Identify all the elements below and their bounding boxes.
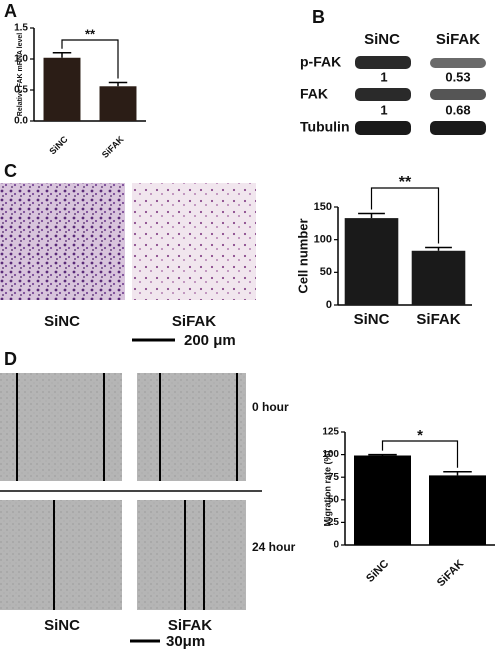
micrograph (0, 183, 125, 300)
blot-band (430, 121, 486, 135)
y-tick-label: 0 (326, 299, 332, 311)
micrograph (137, 500, 246, 610)
y-tick-label: 1.0 (14, 54, 28, 65)
lane-label: SiFAK (436, 31, 480, 48)
y-tick-label: 50 (320, 266, 332, 278)
y-tick-label: 150 (314, 201, 332, 213)
y-tick-label: 25 (328, 517, 340, 528)
lane-label: SiNC (364, 31, 400, 48)
significance-bracket (370, 187, 440, 244)
significance: * (417, 427, 423, 444)
micrograph (0, 500, 122, 610)
x-tick-label: SiNC (47, 134, 70, 157)
significance: ** (85, 26, 96, 41)
y-tick-label: 0.0 (14, 116, 28, 127)
y-tick-label: 1.5 (14, 23, 28, 34)
y-tick-label: 100 (322, 449, 339, 460)
y-tick-label: 100 (314, 234, 332, 246)
ratio: 1 (380, 69, 387, 84)
image-label: SiFAK (168, 617, 212, 634)
y-tick-label: 0 (333, 540, 339, 551)
x-tick-label: SiNC (364, 558, 391, 585)
ratio: 1 (380, 102, 387, 117)
micrograph (132, 183, 256, 300)
micrograph (0, 373, 122, 481)
y-tick-label: 125 (322, 427, 339, 438)
scale-label: 200 μm (184, 332, 236, 349)
bar (429, 475, 486, 545)
time-label: 24 hour (252, 540, 296, 554)
x-tick-label: SiNC (354, 311, 390, 328)
x-tick-label: SiFAK (416, 311, 460, 328)
significance-bracket (381, 440, 459, 468)
bar (411, 250, 466, 305)
bar (344, 218, 399, 305)
x-tick-label: SiFAK (100, 134, 126, 160)
blot-band (355, 121, 411, 135)
band-label: FAK (300, 86, 328, 102)
bar (99, 86, 137, 121)
panel-label: C (4, 161, 17, 181)
image-label: SiNC (44, 617, 80, 634)
y-axis-label: Relative FAK mRNA level (17, 33, 24, 116)
y-axis-label: Cell number (295, 218, 310, 293)
ratio: 0.68 (445, 102, 470, 117)
significance-bracket (61, 39, 119, 79)
y-axis-label: Migration rate (%) (322, 450, 332, 526)
scale-label: 30μm (166, 633, 205, 650)
y-tick-label: 75 (328, 472, 340, 483)
band-label: p-FAK (300, 54, 341, 70)
y-tick-label: 0.5 (14, 85, 28, 96)
image-label: SiFAK (172, 313, 216, 330)
bar (43, 57, 81, 121)
panel-label: D (4, 349, 17, 369)
blot-band (430, 58, 486, 68)
significance: ** (399, 174, 412, 191)
bar (354, 455, 411, 545)
time-label: 0 hour (252, 400, 289, 414)
blot-band (355, 56, 411, 69)
panel-label: A (4, 1, 17, 21)
panel-label: B (312, 7, 325, 27)
image-label: SiNC (44, 313, 80, 330)
blot-band (430, 89, 486, 100)
x-tick-label: SiFAK (435, 558, 466, 589)
y-tick-label: 50 (328, 494, 340, 505)
band-label: Tubulin (300, 119, 350, 135)
ratio: 0.53 (445, 69, 470, 84)
blot-band (355, 88, 411, 101)
micrograph (137, 373, 246, 481)
